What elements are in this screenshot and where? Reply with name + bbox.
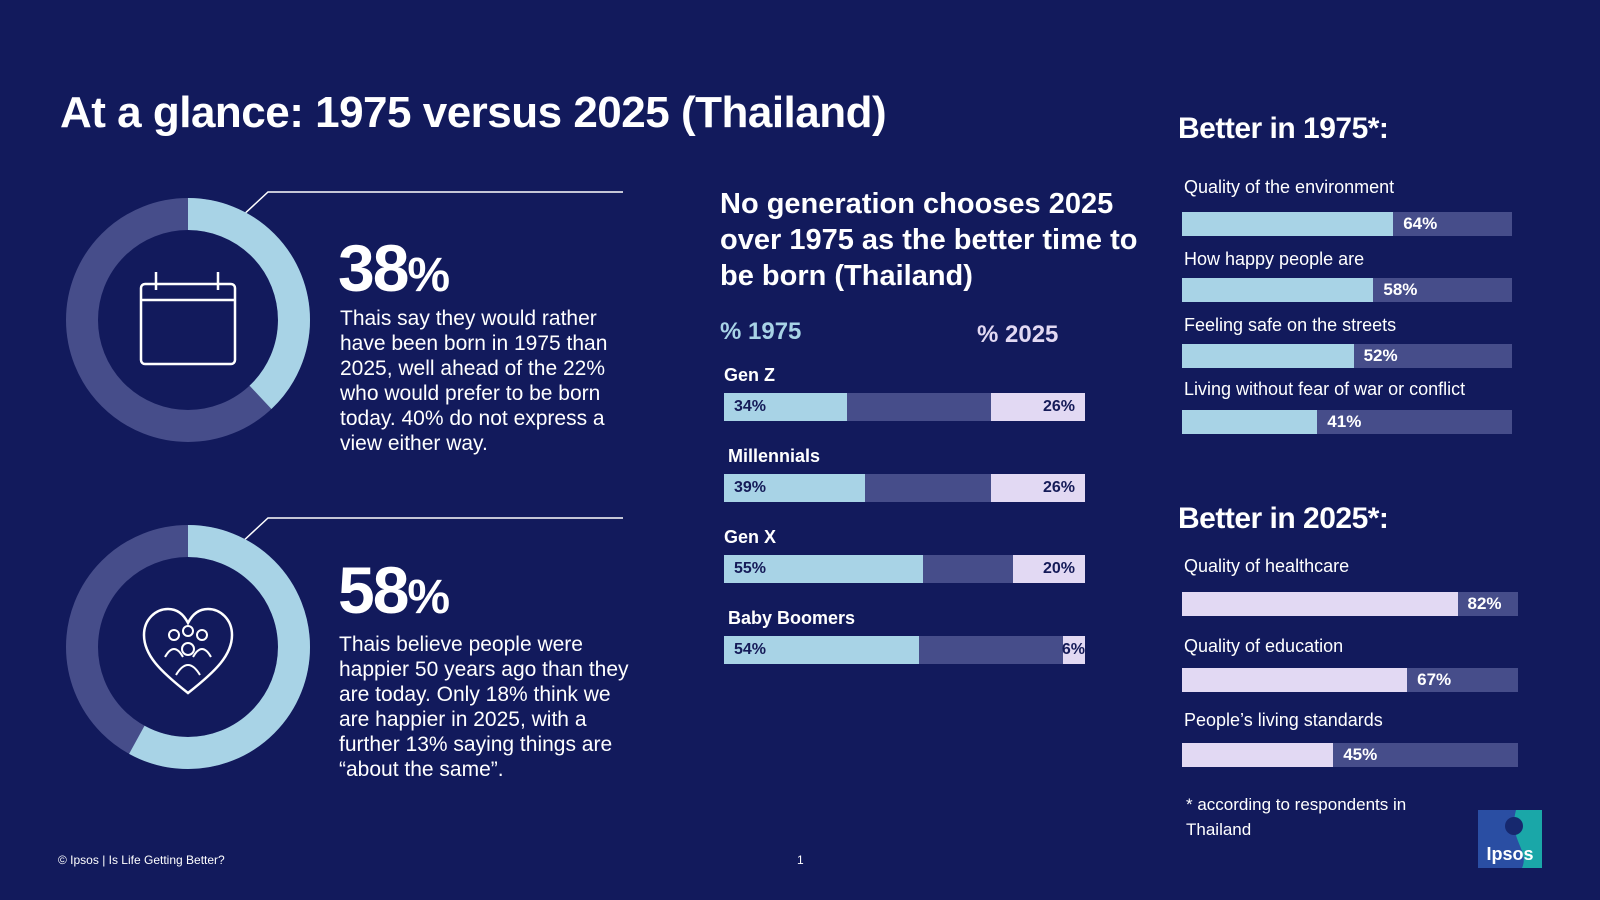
generation-bar: 55% 20% (724, 555, 1085, 583)
footnote: * according to respondents in Thailand (1186, 795, 1407, 839)
stat-description: Thais believe people were happier 50 yea… (339, 633, 629, 781)
page-number: 1 (797, 853, 804, 867)
value-label: 82% (1467, 594, 1502, 613)
bar-1975 (724, 393, 847, 421)
donut-value-arc (66, 525, 310, 769)
item-label: Quality of education (1184, 636, 1344, 656)
item-label: People’s living standards (1184, 710, 1383, 730)
donut-value-arc (66, 198, 310, 442)
generation-bar: 54% 6% (724, 636, 1085, 664)
bar-1975 (724, 474, 865, 502)
bar-2025 (991, 393, 1085, 421)
progress-bar: 41% (1182, 410, 1512, 434)
value-label: 58% (1383, 280, 1418, 299)
heart-people-icon (142, 607, 234, 695)
generation-label: Baby Boomers (728, 608, 856, 628)
page-title: At a glance: 1975 versus 2025 (Thailand) (60, 88, 887, 137)
progress-fill (1182, 410, 1318, 434)
value-label-1975: 34% (734, 398, 767, 415)
legend-2025: % 2025 (977, 321, 1059, 348)
donut-chart (66, 198, 310, 442)
value-label-1975: 39% (734, 479, 767, 496)
progress-bar: 58% (1182, 278, 1512, 302)
stat-percentage: 58% (338, 553, 451, 627)
footer-copyright: © Ipsos | Is Life Getting Better? (58, 853, 225, 867)
progress-fill (1182, 668, 1408, 692)
stat-description: Thais say they would rather have been bo… (340, 307, 608, 455)
value-label-2025: 26% (1042, 398, 1075, 415)
item-label: How happy people are (1184, 249, 1365, 269)
item-label: Feeling safe on the streets (1184, 315, 1397, 335)
progress-fill (1182, 344, 1354, 368)
value-label-1975: 54% (734, 641, 767, 658)
value-label: 67% (1417, 670, 1452, 689)
calendar-icon (139, 272, 237, 366)
progress-bar: 52% (1182, 344, 1512, 368)
item-label: Quality of healthcare (1184, 556, 1350, 576)
value-label-2025: 6% (1061, 641, 1085, 658)
better-2025-heading: Better in 2025*: (1178, 502, 1389, 535)
value-label-2025: 26% (1042, 479, 1075, 496)
value-label-1975: 55% (734, 560, 767, 577)
progress-fill (1182, 592, 1458, 616)
progress-bar: 67% (1182, 668, 1518, 692)
generation-label: Gen Z (724, 365, 776, 385)
progress-fill (1182, 212, 1394, 236)
value-label: 41% (1327, 412, 1362, 431)
item-label: Living without fear of war or conflict (1184, 379, 1466, 399)
progress-fill (1182, 743, 1334, 767)
better-1975-heading: Better in 1975*: (1178, 112, 1389, 145)
progress-bar: 45% (1182, 743, 1518, 767)
generation-label: Millennials (728, 446, 821, 466)
donut-chart (66, 525, 310, 769)
leader-line (240, 517, 623, 545)
progress-bar: 64% (1182, 212, 1512, 236)
generation-label: Gen X (724, 527, 777, 547)
ipsos-logo: Ipsos (1478, 810, 1542, 868)
stat-percentage: 38% (338, 231, 451, 305)
bar-1975 (724, 636, 919, 664)
value-label-2025: 20% (1042, 560, 1075, 577)
bar-2025 (1063, 636, 1085, 664)
bar-2025 (991, 474, 1085, 502)
value-label: 52% (1363, 346, 1398, 365)
item-label: Quality of the environment (1184, 177, 1395, 197)
generation-bar: 34% 26% (724, 393, 1085, 421)
generation-chart-title: No generation chooses 2025 over 1975 as … (720, 188, 1138, 292)
leader-line (240, 191, 623, 219)
progress-bar: 82% (1182, 592, 1518, 616)
logo-text: Ipsos (1486, 844, 1533, 864)
value-label: 45% (1343, 745, 1378, 764)
generation-bar: 39% 26% (724, 474, 1085, 502)
legend-1975: % 1975 (720, 318, 802, 345)
progress-fill (1182, 278, 1374, 302)
bar-2025 (1012, 555, 1085, 583)
bar-1975 (724, 555, 923, 583)
value-label: 64% (1403, 214, 1438, 233)
